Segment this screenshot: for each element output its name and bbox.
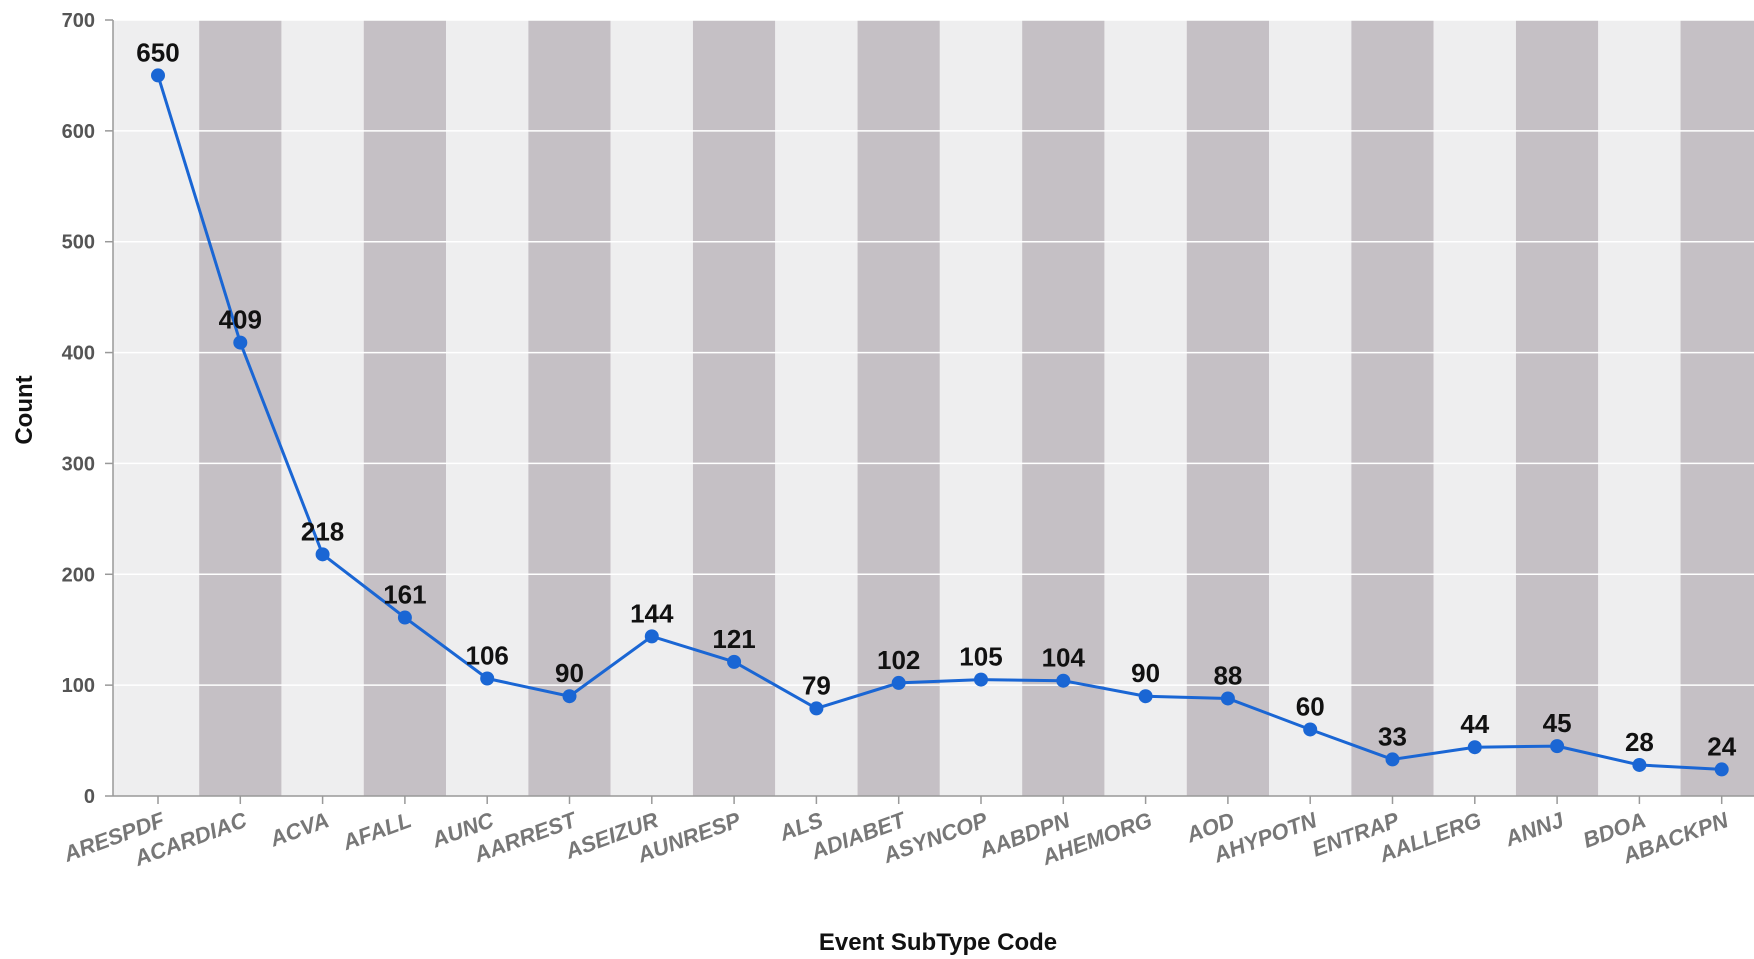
data-point: [644, 629, 659, 644]
band-13: [1186, 20, 1270, 796]
data-label: 121: [712, 624, 755, 654]
data-label: 102: [877, 645, 920, 675]
data-point: [233, 335, 248, 350]
data-label: 90: [555, 658, 584, 688]
data-label: 88: [1213, 660, 1242, 690]
y-tick-label: 300: [62, 453, 95, 475]
band-19: [1680, 20, 1754, 796]
data-label: 44: [1460, 709, 1489, 739]
data-point: [1138, 689, 1153, 704]
data-point: [480, 671, 495, 686]
data-point: [891, 675, 906, 690]
band-16: [1433, 20, 1516, 796]
data-point: [1632, 757, 1647, 772]
data-point: [1056, 673, 1071, 688]
data-label: 79: [802, 670, 831, 700]
x-tick-label: ANNJ: [1501, 807, 1567, 852]
band-15: [1351, 20, 1434, 796]
data-label: 33: [1378, 721, 1407, 751]
data-point: [974, 672, 988, 687]
band-0: [116, 20, 200, 796]
band-3: [363, 20, 447, 796]
data-point: [1385, 752, 1400, 767]
data-label: 106: [466, 640, 509, 670]
data-label: 24: [1707, 731, 1736, 761]
x-axis-title: Event SubType Code: [819, 929, 1057, 956]
y-tick-label: 200: [62, 564, 95, 586]
y-tick-label: 700: [62, 10, 95, 32]
data-point: [1550, 739, 1565, 754]
x-tick-label: ACVA: [266, 807, 333, 852]
data-point: [562, 689, 577, 704]
data-label: 218: [301, 516, 344, 546]
y-tick-label: 500: [62, 232, 95, 254]
band-17: [1515, 20, 1599, 796]
background-bands: [113, 20, 1754, 796]
band-12: [1104, 20, 1187, 796]
data-label: 144: [630, 598, 674, 628]
data-label: 60: [1296, 691, 1325, 721]
data-label: 409: [219, 305, 262, 335]
band-9: [857, 20, 940, 796]
band-4: [446, 20, 529, 796]
y-tick-labels: 0 100 200 300 400 500 600 700: [62, 10, 95, 808]
y-tick-label: 400: [62, 343, 95, 365]
band-18: [1598, 20, 1681, 796]
data-point: [1467, 740, 1482, 755]
band-leading: [113, 20, 117, 796]
data-label: 28: [1625, 727, 1654, 757]
data-labels: 650 409 218 161 106 90 144 121 79 102 105 104 90 88 60…: [136, 37, 1736, 761]
y-tick-label: 0: [84, 786, 95, 808]
data-label: 161: [383, 580, 426, 610]
y-tick-label: 600: [62, 121, 95, 143]
x-tick-label: AFALL: [339, 807, 415, 855]
data-label: 90: [1131, 658, 1160, 688]
data-label: 650: [136, 37, 179, 67]
data-point: [1303, 722, 1318, 737]
band-5: [528, 20, 611, 796]
data-label: 105: [959, 642, 1002, 672]
data-point: [397, 610, 412, 625]
data-point: [1714, 762, 1729, 777]
band-14: [1269, 20, 1352, 796]
data-label: 45: [1543, 708, 1572, 738]
band-11: [1022, 20, 1105, 796]
series-line-group: [151, 68, 1729, 777]
axes: [105, 19, 1754, 804]
band-2: [281, 20, 364, 796]
band-10: [939, 20, 1023, 796]
y-tick-label: 100: [62, 675, 95, 697]
gridlines: [113, 19, 1754, 686]
y-axis-title: Count: [11, 375, 38, 444]
data-point: [809, 701, 824, 716]
data-point: [727, 654, 742, 669]
series-line: [156, 74, 1722, 771]
data-point: [315, 547, 330, 562]
data-label: 104: [1042, 643, 1086, 673]
band-1: [199, 20, 282, 796]
band-6: [610, 20, 693, 796]
band-8: [775, 20, 858, 796]
data-point: [151, 68, 165, 83]
data-point: [1220, 691, 1235, 706]
